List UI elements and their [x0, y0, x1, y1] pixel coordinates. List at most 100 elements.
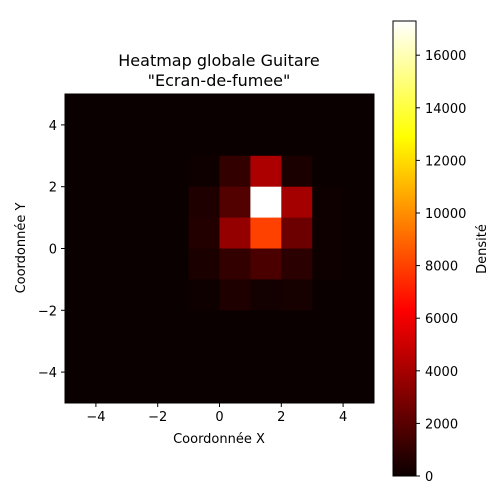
heatmap-cell: [157, 310, 190, 342]
heatmap-cell: [343, 186, 375, 219]
heatmap-cell: [250, 279, 282, 311]
heatmap-cell: [126, 372, 159, 404]
colorbar-tick-label: 6000: [425, 312, 458, 327]
x-axis-ticks: −4 −2 0 2 4: [86, 403, 347, 425]
heatmap-cell: [343, 279, 375, 311]
colorbar-tick-label: 12000: [425, 154, 466, 169]
heatmap-cell: [281, 124, 313, 157]
y-tick-label: 0: [49, 243, 57, 258]
heatmap-cell: [281, 217, 313, 249]
heatmap-cell: [281, 155, 313, 188]
heatmap-cell: [157, 94, 190, 126]
heatmap-cell: [95, 310, 128, 342]
heatmap-cell: [219, 341, 251, 373]
heatmap-cell: [250, 248, 282, 280]
heatmap-cell: [312, 248, 344, 280]
heatmap-cell: [95, 124, 128, 157]
x-tick-label: 2: [277, 410, 285, 425]
heatmap-cell: [126, 94, 159, 126]
heatmap-cell: [157, 155, 190, 188]
y-tick-label: 4: [49, 119, 57, 134]
heatmap-cell: [65, 341, 97, 373]
heatmap-cell: [343, 217, 375, 249]
heatmap-cell: [188, 155, 220, 188]
heatmap-cells: [65, 94, 375, 404]
heatmap-cell: [95, 217, 128, 249]
heatmap-cell: [65, 155, 97, 188]
colorbar-ticks: 0 2000 4000 6000 8000 10000 12000 14000 16000: [416, 49, 466, 485]
heatmap-cell: [219, 217, 251, 249]
heatmap-cell: [188, 186, 220, 219]
heatmap-cell: [250, 310, 282, 342]
heatmap-cell: [343, 94, 375, 126]
heatmap-cell: [250, 155, 282, 188]
heatmap-cell: [188, 372, 220, 404]
heatmap-cell: [312, 372, 344, 404]
heatmap-cell: [188, 217, 220, 249]
heatmap-cell: [188, 124, 220, 157]
heatmap-cell: [95, 341, 128, 373]
y-axis-ticks: −4 −2 0 2 4: [38, 119, 65, 381]
chart-title: Heatmap globale Guitare: [118, 51, 319, 70]
heatmap-cell: [250, 94, 282, 126]
heatmap-cell: [65, 279, 97, 311]
heatmap-cell: [65, 372, 97, 404]
heatmap-cell: [157, 341, 190, 373]
heatmap-cell: [65, 94, 97, 126]
heatmap-cell: [219, 124, 251, 157]
heatmap-cell: [312, 341, 344, 373]
y-tick-label: 2: [49, 181, 57, 196]
heatmap-cell: [126, 155, 159, 188]
heatmap-cell: [219, 94, 251, 126]
heatmap-cell: [219, 186, 251, 219]
heatmap-cell: [65, 310, 97, 342]
colorbar-label: Densité: [475, 224, 490, 274]
heatmap-cell: [343, 124, 375, 157]
heatmap-cell: [343, 310, 375, 342]
heatmap-cell: [188, 94, 220, 126]
heatmap-cell: [312, 155, 344, 188]
heatmap-cell: [281, 279, 313, 311]
heatmap-cell: [126, 217, 159, 249]
heatmap-cell: [157, 186, 190, 219]
heatmap-cell: [157, 124, 190, 157]
y-tick-label: −2: [38, 304, 57, 319]
heatmap-cell: [126, 124, 159, 157]
heatmap-cell: [219, 279, 251, 311]
heatmap-cell: [95, 186, 128, 219]
heatmap-cell: [312, 279, 344, 311]
heatmap-cell: [126, 279, 159, 311]
x-tick-label: 4: [339, 410, 347, 425]
heatmap-cell: [343, 372, 375, 404]
heatmap-cell: [281, 372, 313, 404]
heatmap-cell: [281, 186, 313, 219]
heatmap-cell: [312, 186, 344, 219]
chart-subtitle: "Ecran-de-fumee": [148, 71, 291, 90]
colorbar-tick-label: 2000: [425, 417, 458, 432]
heatmap-cell: [219, 155, 251, 188]
heatmap-cell: [343, 248, 375, 280]
heatmap-cell: [65, 124, 97, 157]
heatmap-cell: [312, 124, 344, 157]
x-tick-label: −2: [148, 410, 167, 425]
heatmap-cell: [281, 248, 313, 280]
heatmap-cell: [188, 279, 220, 311]
x-axis-label: Coordonnée X: [173, 432, 265, 447]
heatmap-cell: [188, 341, 220, 373]
heatmap-cell: [219, 310, 251, 342]
colorbar-tick-label: 14000: [425, 102, 466, 117]
heatmap-cell: [157, 372, 190, 404]
heatmap-cell: [250, 124, 282, 157]
heatmap-cell: [157, 279, 190, 311]
heatmap-cell: [281, 94, 313, 126]
heatmap-cell: [188, 310, 220, 342]
heatmap-cell: [312, 94, 344, 126]
heatmap-cell: [281, 341, 313, 373]
colorbar-tick-label: 16000: [425, 49, 466, 64]
y-tick-label: −4: [38, 366, 57, 381]
heatmap-cell: [126, 186, 159, 219]
heatmap-cell: [312, 217, 344, 249]
x-tick-label: 0: [215, 410, 223, 425]
heatmap-cell: [157, 248, 190, 280]
